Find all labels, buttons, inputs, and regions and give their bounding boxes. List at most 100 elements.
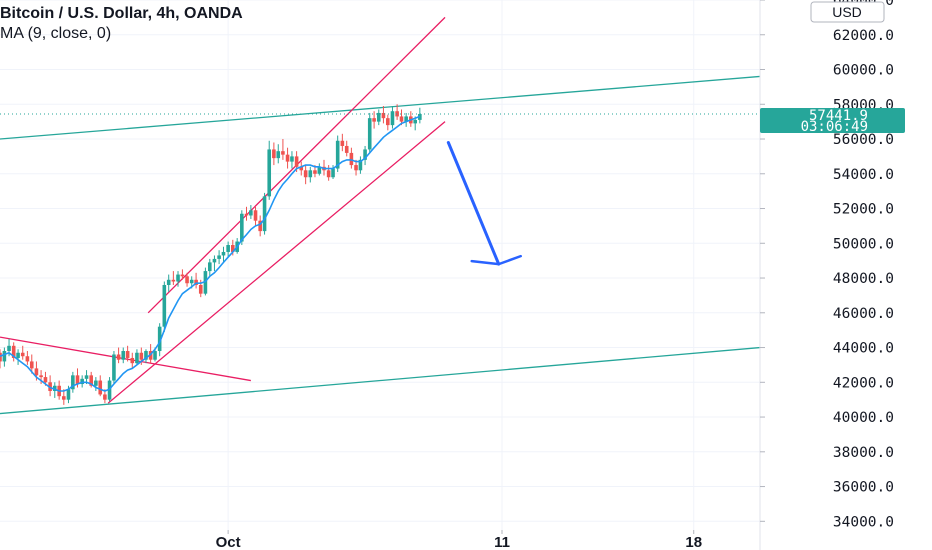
candle-body [176,274,180,282]
candle-body [386,118,390,126]
price-tick-label: 46000.0 [833,306,894,322]
candle-body [80,378,84,385]
candle-body [29,361,34,369]
candle-body [258,220,262,232]
candle-body [121,351,126,360]
candle-body [75,375,80,385]
candle-body [194,279,198,285]
time-tick-label: 18 [685,534,702,550]
candle-body [66,389,71,400]
grid-lines [0,0,760,530]
candle-body [390,111,395,126]
candle-body [294,156,299,167]
candle-body [203,271,208,294]
price-tag: 57441.9 03:06:49 [760,108,905,135]
candle-body [285,154,290,162]
candle-body [308,170,313,178]
price-axis[interactable]: 34000.0 36000.0 38000.0 40000.0 42000.0 44000… [760,0,894,530]
candle-body [313,170,317,174]
candle-body [253,210,258,221]
candle-body [162,284,167,327]
candle-body [198,284,203,294]
descending-trend-line[interactable] [0,336,251,382]
candle-body [363,149,367,160]
candle-body [326,170,331,178]
arrow-shaft[interactable] [446,140,501,266]
chart-title: Bitcoin / U.S. Dollar, 4h, OANDA [0,5,243,22]
candle-body [94,380,98,386]
candle-body [272,149,276,159]
currency-button-label[interactable]: USD [832,4,862,20]
candle-body [62,396,66,400]
candle-body [381,112,386,119]
price-tick-label: 34000.0 [833,514,894,530]
candles [0,104,422,405]
candle-body [226,245,230,252]
candle-body [135,352,139,364]
candle-body [2,351,7,362]
price-tick-label: 54000.0 [833,167,894,183]
price-tick-label: 60000.0 [833,63,894,79]
candle-body [267,149,272,197]
price-tick-label: 38000.0 [833,445,894,461]
currency-button-bg[interactable] [810,1,885,23]
candle-body [276,151,281,159]
price-tag-price: 57441.9 [809,108,868,124]
candle-body [399,116,404,122]
candle-body [303,170,308,178]
time-tick-label: 11 [494,534,510,550]
arrow-head[interactable] [470,254,522,266]
candle-body [395,111,399,117]
candle-body [0,352,2,362]
candle-body [230,245,235,252]
candle-body [84,375,89,379]
time-tick-label: Oct [216,534,241,550]
candle-body [71,375,75,390]
candle-body [20,352,25,357]
time-axis[interactable]: Oct 11 18 [216,530,702,550]
price-tick-label: 42000.0 [833,375,894,391]
candle-body [116,354,121,360]
candle-body [299,166,304,171]
candle-body [34,368,39,376]
candle-body [358,159,363,171]
candle-body [349,152,354,166]
candle-body [244,213,249,216]
forecast-arrow[interactable] [446,140,522,266]
channel-lower-line[interactable] [107,121,446,404]
candle-body [262,196,267,232]
support-line-low[interactable] [0,346,761,415]
candle-body [39,375,43,378]
candle-body [376,112,381,122]
candle-body [125,351,130,358]
candle-body [317,166,322,174]
candle-body [130,357,135,364]
candle-body [7,345,11,352]
candle-body [331,168,335,178]
indicator-label[interactable]: MA (9, close, 0) [0,25,111,42]
ma-line [0,115,421,392]
candle-body [166,279,171,285]
price-tick-label: 50000.0 [833,236,894,252]
price-tick-label: 62000.0 [833,28,894,44]
currency-button[interactable]: USD [810,1,885,23]
candle-body [139,352,144,360]
candle-body [43,377,48,383]
candle-body [290,156,294,162]
price-tick-label: 40000.0 [833,410,894,426]
candle-body [240,213,244,242]
candle-body [354,165,358,171]
candle-body [413,119,417,124]
price-tick-label: 44000.0 [833,341,894,357]
candle-body [171,279,176,282]
candle-body [367,118,372,150]
moving-average [0,115,421,392]
candle-body [185,276,189,284]
candle-body [404,116,408,122]
resistance-line-high[interactable] [0,75,761,140]
candle-body [372,118,376,122]
candle-body [11,345,16,358]
candle-body [217,255,221,259]
